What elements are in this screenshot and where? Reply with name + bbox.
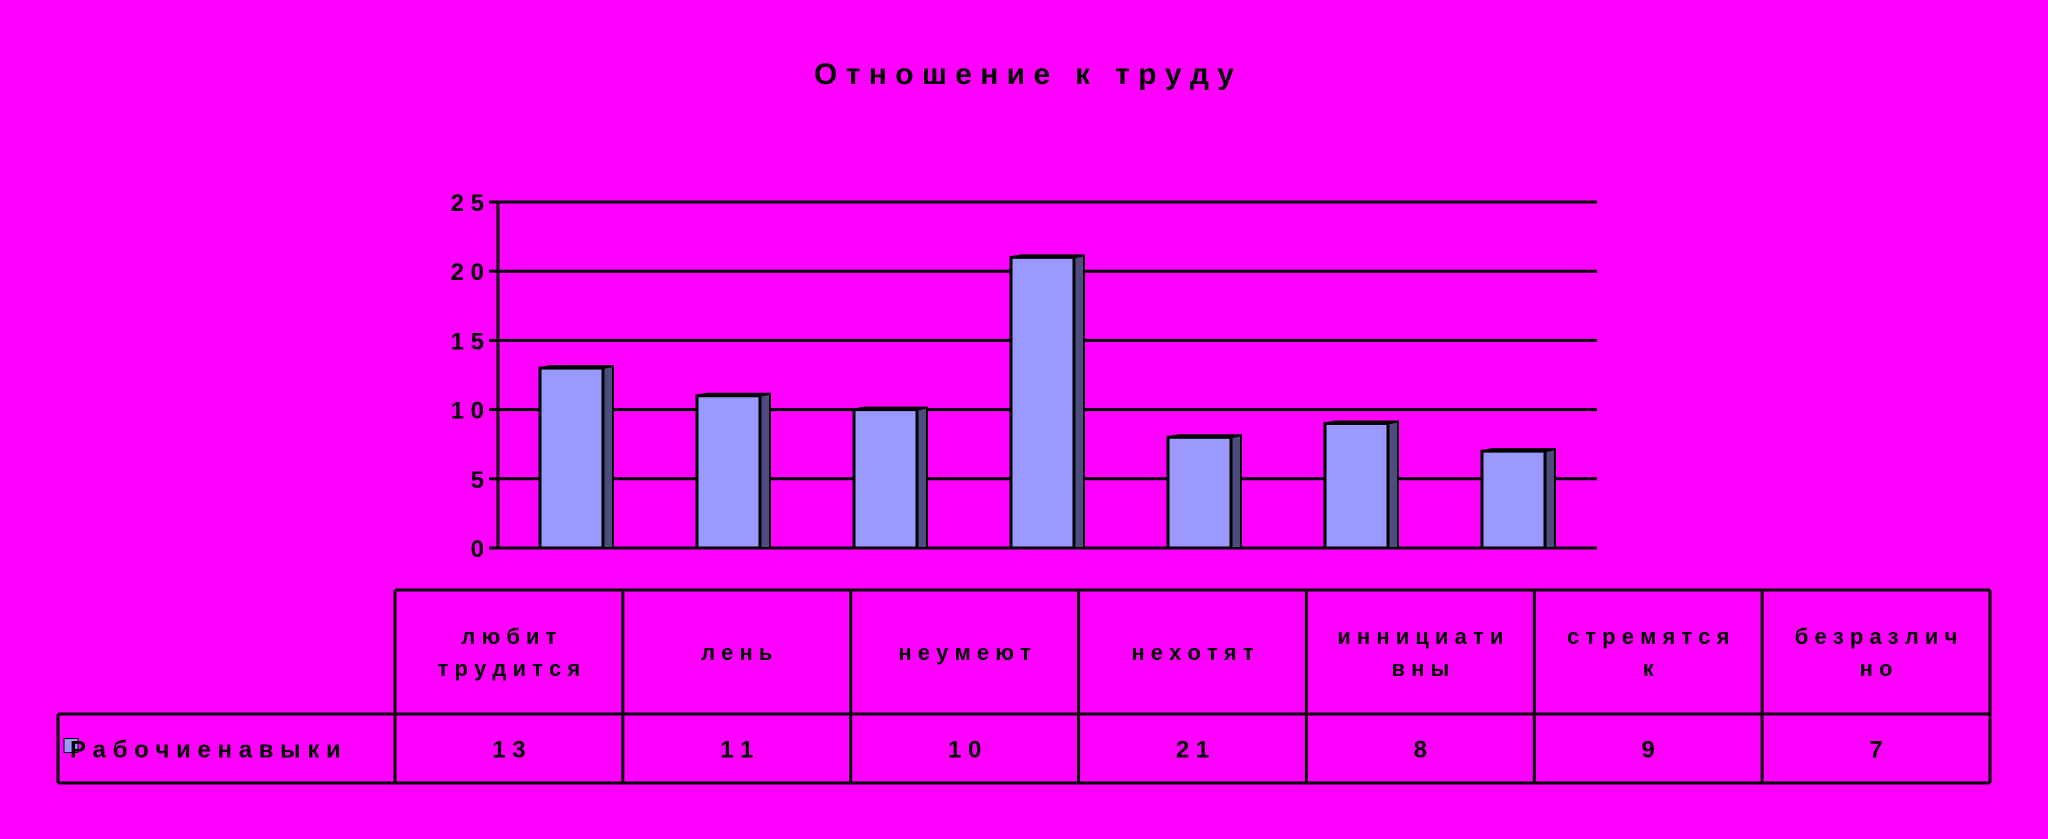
bars — [538, 254, 1556, 550]
bar — [852, 406, 928, 550]
y-tick-label: 0 — [471, 536, 484, 563]
category-label: н о — [1860, 656, 1893, 681]
category-label: б е з р а з л и ч — [1795, 624, 1958, 649]
value-label: 9 — [1642, 737, 1655, 764]
bar — [1323, 420, 1399, 550]
category-label: и н н и ц и а т и — [1337, 624, 1503, 649]
category-label: н е х о т я т — [1131, 640, 1253, 665]
category-label: т р у д и т с я — [438, 656, 581, 681]
chart-title: О т н о ш е н и е к т р у д у — [814, 58, 1234, 91]
series-name: Р а б о ч и е н а в ы к и — [70, 737, 341, 764]
category-label: л ю б и т — [461, 624, 556, 649]
y-tick-label: 2 0 — [451, 259, 484, 286]
y-tick-label: 1 5 — [451, 328, 484, 355]
category-label: н е у м е ю т — [898, 640, 1031, 665]
y-tick-label: 2 5 — [451, 190, 484, 217]
bar — [695, 392, 771, 550]
y-tick-label: 5 — [471, 467, 484, 494]
bar — [1166, 434, 1242, 550]
value-label: 8 — [1414, 737, 1427, 764]
data-table: л ю б и т т р у д и т с я л е н ь н е у м е… — [56, 588, 1992, 785]
value-label: 1 0 — [948, 737, 981, 764]
category-label: в н ы — [1391, 656, 1449, 681]
y-tick-label: 1 0 — [451, 398, 484, 425]
value-label: 1 3 — [492, 737, 525, 764]
value-label: 1 1 — [720, 737, 753, 764]
category-label: с т р е м я т с я — [1567, 624, 1730, 649]
bar — [1009, 254, 1085, 550]
value-label: 7 — [1869, 737, 1882, 764]
category-label: л е н ь — [701, 640, 772, 665]
y-axis: 0 5 1 0 1 5 2 0 2 5 — [451, 190, 500, 563]
bar — [538, 364, 614, 550]
category-label: к — [1643, 656, 1655, 681]
legend-key — [63, 738, 79, 753]
bar — [1480, 447, 1556, 550]
value-label: 2 1 — [1176, 737, 1209, 764]
